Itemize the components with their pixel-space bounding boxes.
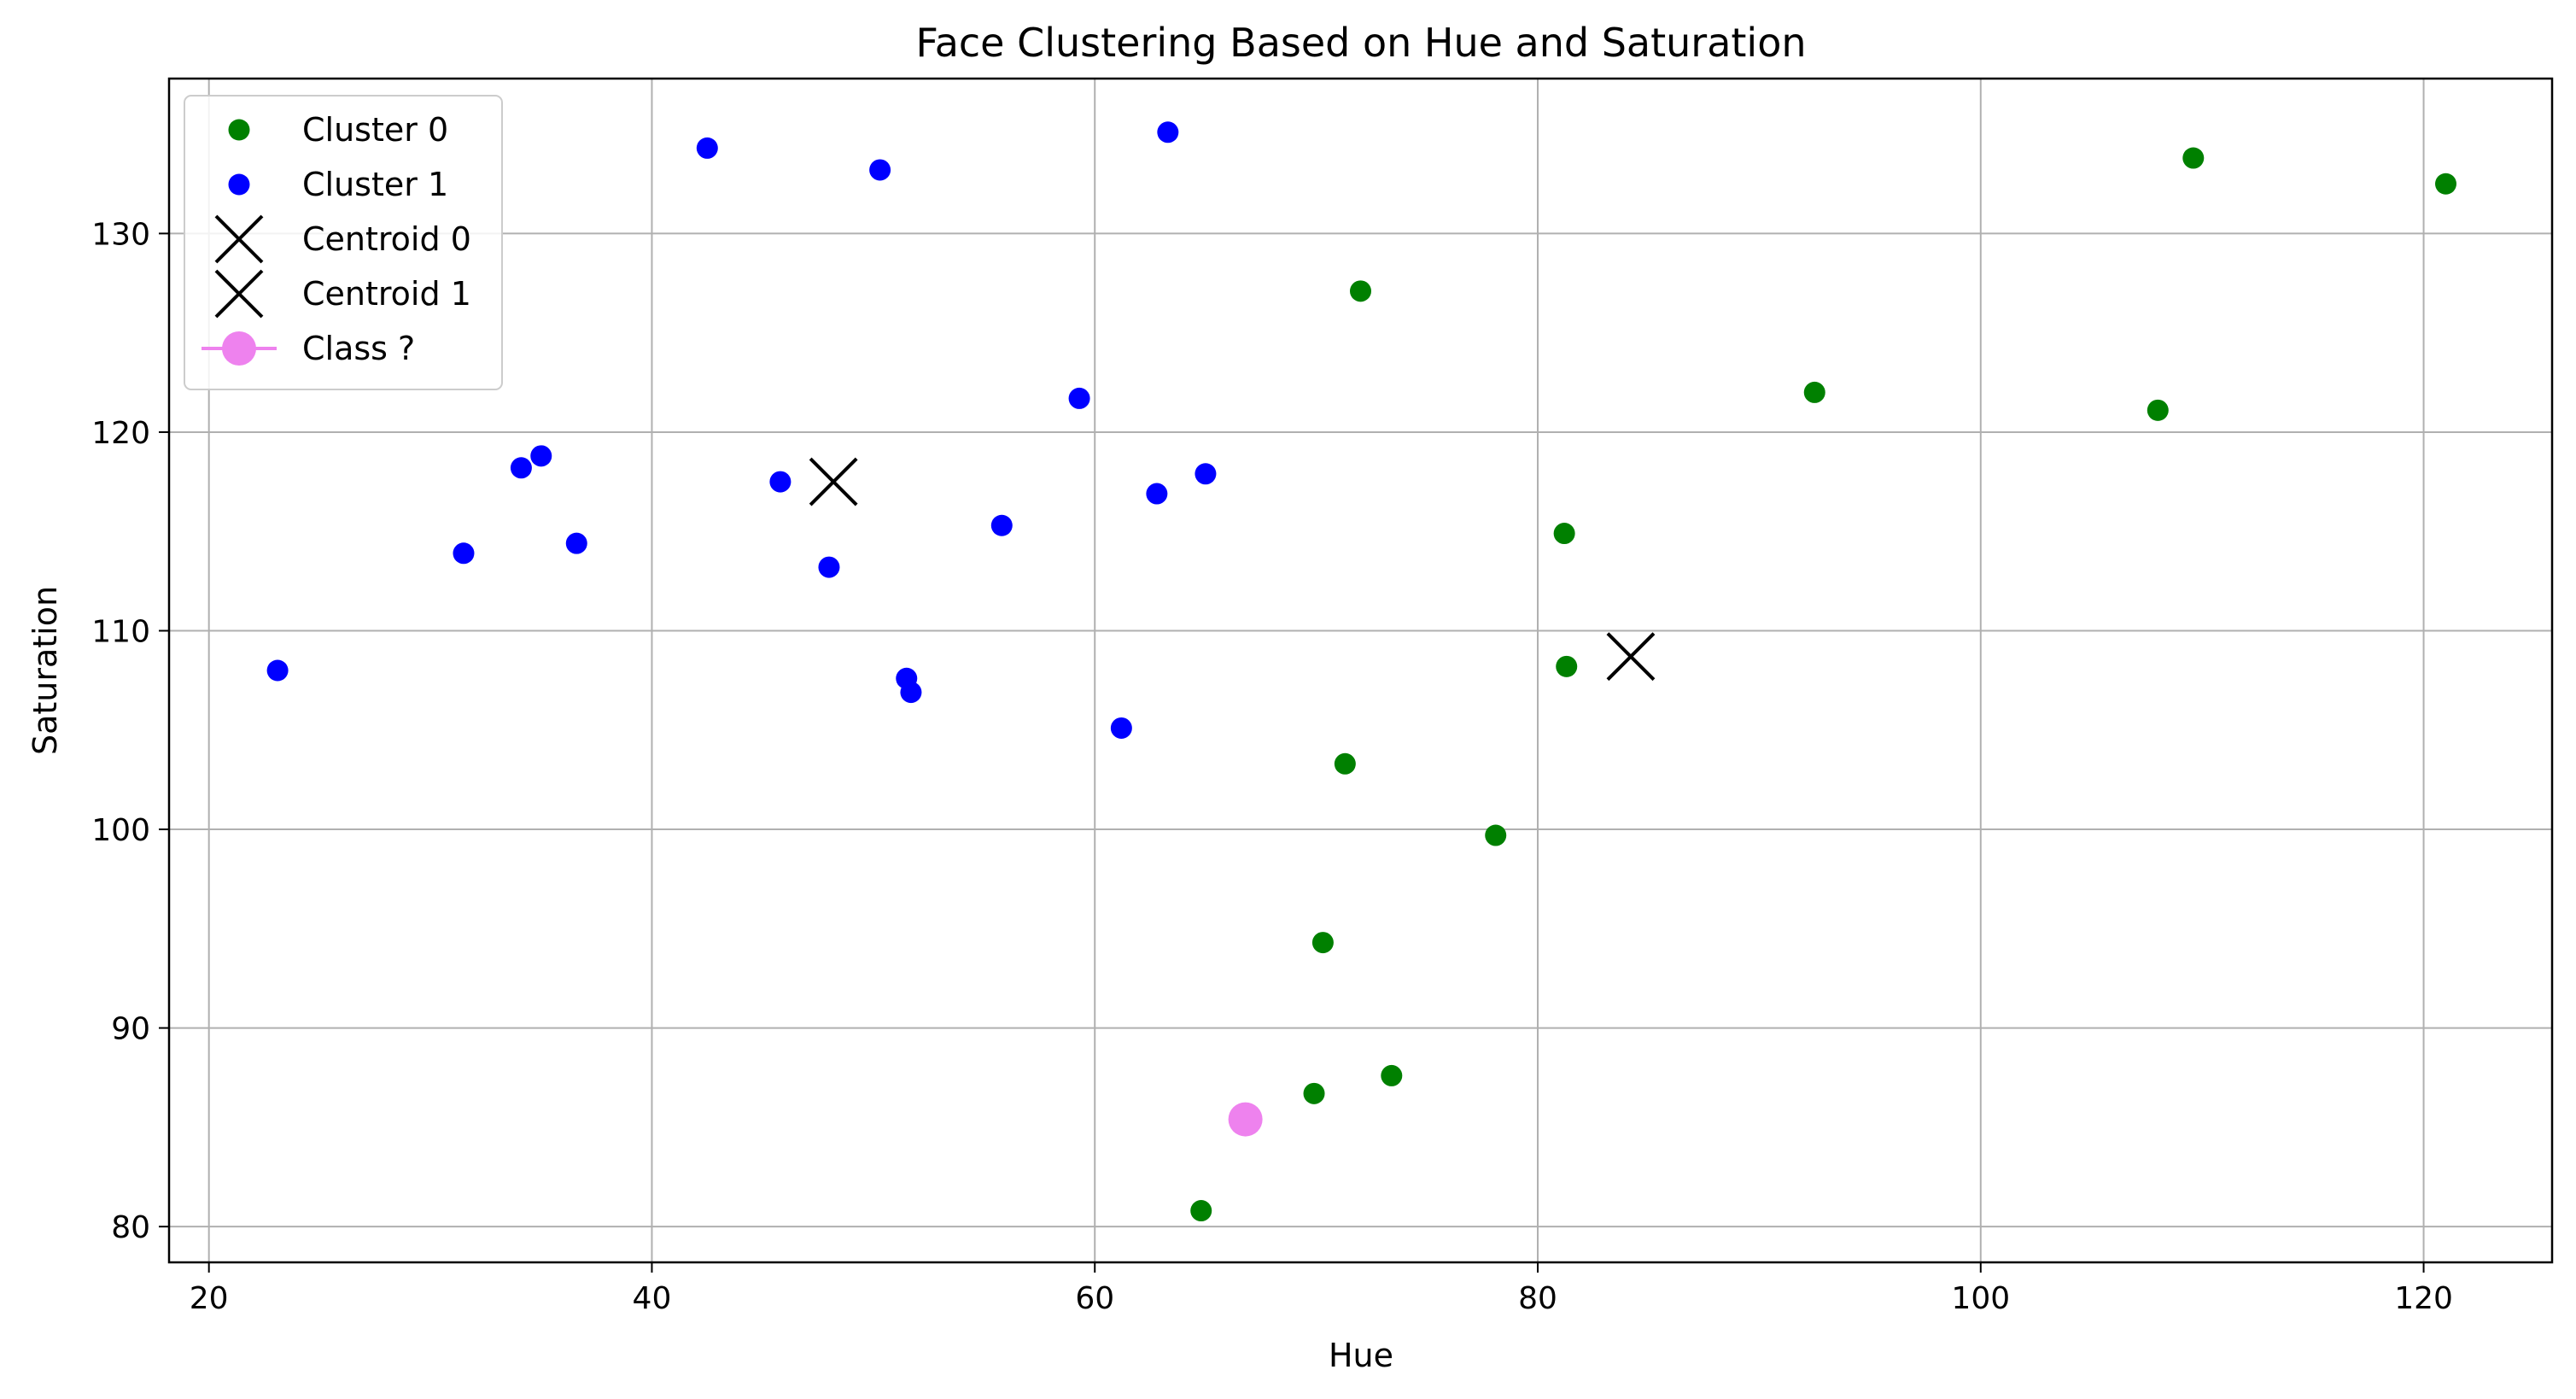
x-tick-label: 100	[1951, 1281, 2010, 1316]
data-point	[453, 542, 475, 565]
centroid-marker	[809, 457, 858, 506]
data-point	[1381, 1064, 1403, 1086]
centroid-marker	[1606, 632, 1656, 682]
data-point	[1303, 1082, 1325, 1104]
data-point	[1350, 280, 1371, 302]
data-point	[1334, 752, 1356, 775]
x-tick-label: 80	[1518, 1281, 1557, 1316]
data-point	[1556, 655, 1578, 677]
legend-marker	[228, 173, 250, 196]
data-point	[1485, 824, 1507, 846]
data-point	[2434, 173, 2456, 195]
x-tick-label: 40	[633, 1281, 672, 1316]
x-tick-label: 60	[1075, 1281, 1114, 1316]
y-tick-label: 90	[111, 1012, 150, 1047]
x-axis-label: Hue	[1329, 1337, 1393, 1374]
plot-area-frame	[167, 77, 2554, 1264]
x-marker-stroke	[1606, 632, 1656, 682]
data-point	[1190, 1200, 1212, 1222]
query-point	[1228, 1102, 1263, 1137]
x-tick-label: 20	[190, 1281, 229, 1316]
data-point	[266, 659, 289, 682]
y-tick-label: 80	[111, 1210, 150, 1245]
chart-title: Face Clustering Based on Hue and Saturat…	[915, 20, 1806, 66]
legend-marker	[222, 331, 256, 366]
legend-marker	[228, 119, 250, 141]
grid-lines	[169, 79, 2552, 1262]
y-tick-label: 100	[91, 813, 150, 848]
x-marker-stroke	[809, 457, 858, 506]
y-tick-label: 130	[91, 217, 150, 252]
legend-label: Centroid 0	[302, 220, 471, 258]
data-point	[1195, 463, 1217, 485]
data-point	[510, 457, 532, 479]
legend-label: Cluster 0	[302, 111, 448, 149]
data-point	[900, 682, 922, 704]
x-marker-stroke	[214, 214, 264, 264]
y-tick-label: 110	[91, 614, 150, 649]
legend-marker	[214, 269, 264, 319]
data-point	[565, 532, 587, 554]
data-point	[696, 137, 718, 159]
y-axis-label: Saturation	[26, 586, 64, 755]
data-point	[1803, 381, 1825, 403]
data-point	[530, 445, 552, 467]
y-tick-label: 120	[91, 416, 150, 451]
legend-box	[184, 95, 503, 390]
data-point	[2147, 399, 2169, 421]
data-points	[266, 121, 2456, 1222]
legend-label: Centroid 1	[302, 275, 471, 313]
data-point	[1110, 717, 1132, 739]
data-point	[869, 159, 891, 181]
data-point	[990, 514, 1013, 536]
x-marker-stroke	[214, 269, 264, 319]
x-tick-label: 120	[2394, 1281, 2453, 1316]
data-point	[769, 471, 791, 493]
data-point	[1553, 523, 1575, 545]
legend-label: Class ?	[302, 330, 415, 367]
data-point	[1157, 121, 1179, 143]
data-point	[1068, 387, 1090, 409]
legend-label: Cluster 1	[302, 166, 448, 203]
legend: Cluster 0 Cluster 1 Centroid 0 Centroid 1 C…	[184, 95, 503, 390]
axis-ticks: 20 40 60 80 100 120 80 90 100 110 120 130	[91, 217, 2453, 1316]
data-point	[1311, 932, 1334, 954]
data-point	[2182, 147, 2205, 169]
legend-marker	[214, 214, 264, 264]
data-point	[818, 556, 840, 578]
data-point	[1146, 483, 1168, 505]
